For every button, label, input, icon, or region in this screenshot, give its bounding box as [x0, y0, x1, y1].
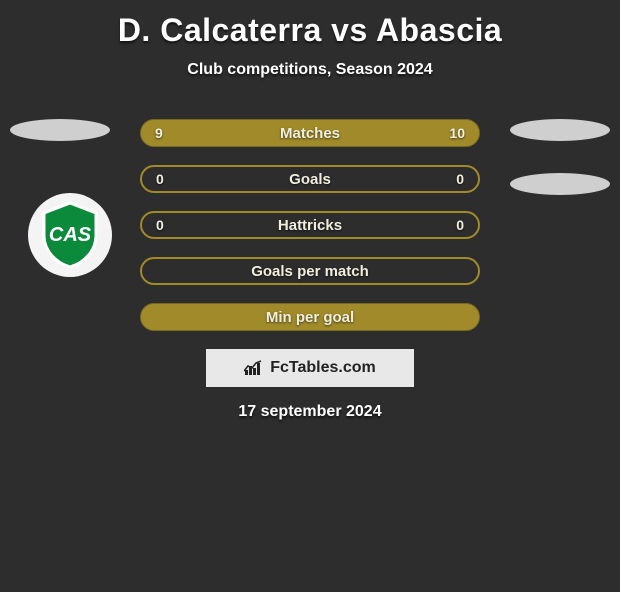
bar-chart-icon: [244, 360, 264, 376]
stat-label: Goals: [289, 171, 331, 188]
stat-right-value: 0: [456, 171, 464, 187]
stat-row-goals: 0 Goals 0: [140, 165, 480, 193]
stat-left-value: 9: [155, 125, 163, 141]
stat-label: Goals per match: [251, 263, 369, 280]
stat-label: Hattricks: [278, 217, 342, 234]
brand-label: FcTables.com: [270, 359, 376, 377]
stat-right-value: 0: [456, 217, 464, 233]
stat-label: Matches: [280, 125, 340, 142]
stat-row-gpm: Goals per match: [140, 257, 480, 285]
comparison-body: CAS 9 Matches 10 0 Goals 0 0 Hattricks 0…: [0, 119, 620, 421]
player-right-silhouette-1: [510, 119, 610, 141]
shield-icon: CAS: [40, 201, 100, 269]
stat-left-value: 0: [156, 171, 164, 187]
stat-label: Min per goal: [266, 309, 354, 326]
stat-row-mpg: Min per goal: [140, 303, 480, 331]
player-left-silhouette: [10, 119, 110, 141]
stat-row-hattricks: 0 Hattricks 0: [140, 211, 480, 239]
footer-date: 17 september 2024: [0, 403, 620, 421]
player-right-silhouette-2: [510, 173, 610, 195]
comparison-title: D. Calcaterra vs Abascia: [0, 12, 620, 49]
brand-box: FcTables.com: [206, 349, 414, 387]
svg-text:CAS: CAS: [49, 224, 92, 246]
stats-bars: 9 Matches 10 0 Goals 0 0 Hattricks 0 Goa…: [140, 119, 480, 331]
comparison-subtitle: Club competitions, Season 2024: [0, 61, 620, 79]
stat-left-value: 0: [156, 217, 164, 233]
club-badge: CAS: [28, 193, 112, 277]
stat-right-value: 10: [449, 125, 465, 141]
stat-row-matches: 9 Matches 10: [140, 119, 480, 147]
